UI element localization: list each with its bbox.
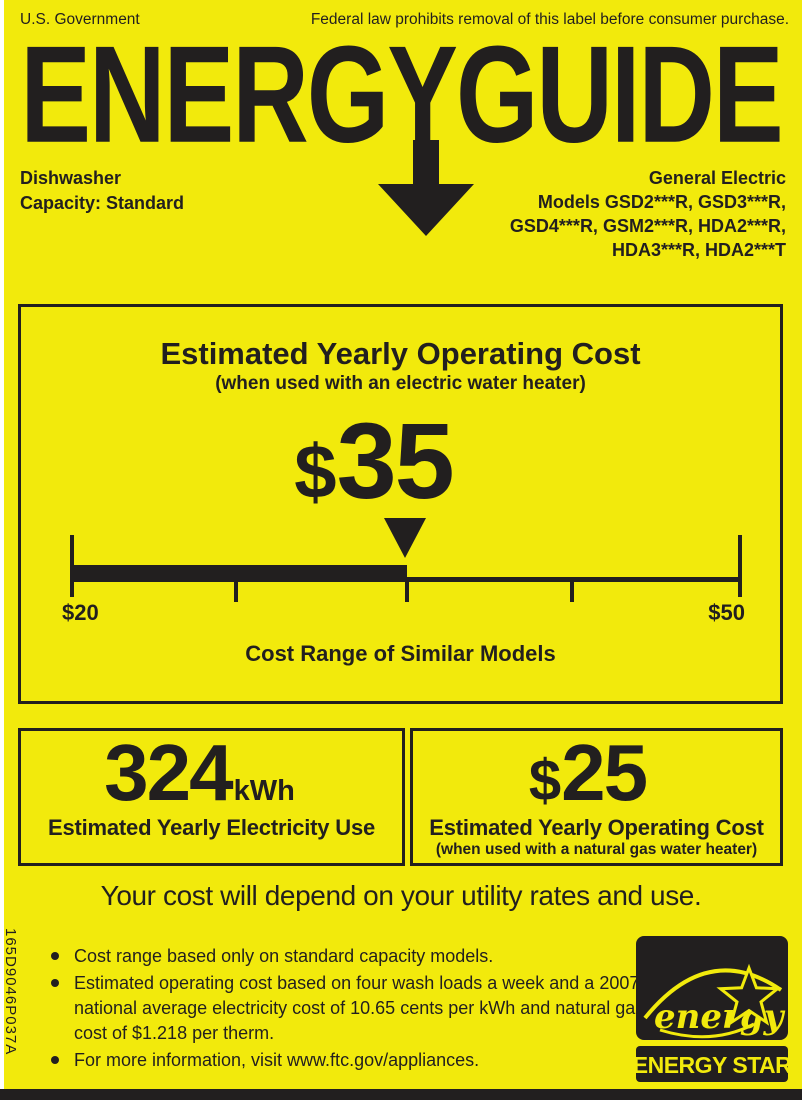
bottom-rule [0,1089,802,1100]
gas-cost-amount: 25 [561,728,648,817]
scale-tick [570,580,574,602]
electricity-value: 324 kWh [9,733,390,813]
federal-law-notice: Federal law prohibits removal of this la… [310,11,789,28]
left-paper-margin [0,0,4,1100]
gas-cost-value: $25 [404,733,771,813]
energy-star-logo: energy ENERGY STAR [636,936,788,1082]
footnote-item: Estimated operating cost based on four w… [48,971,662,1046]
scale-endcap-right [738,535,742,597]
scale-min-label: $20 [62,600,99,625]
energy-star-arc [643,968,783,1020]
product-info: Dishwasher Capacity: Standard [20,166,184,216]
manufacturer-name: General Electric [648,168,786,188]
gas-cost-label: Estimated Yearly Operating Cost [429,815,764,840]
footnote-line: national average electricity cost of 10.… [74,998,645,1018]
scale-solid-bar [70,565,407,582]
energy-star-swoosh [659,1022,755,1039]
product-type: Dishwasher [20,168,122,188]
down-arrow-icon [378,140,474,236]
gas-heater-sublabel: (when used with a natural gas water heat… [435,841,758,858]
yearly-cost-value: $35 [0,407,753,515]
model-line: Models GSD2***R, GSD3***R, [537,192,786,212]
utility-rates-notice: Your cost will depend on your utility ra… [100,880,702,911]
electricity-use-box: 324 kWh Estimated Yearly Electricity Use [18,728,405,866]
scale-tick [405,580,409,602]
kwh-unit: kWh [233,775,295,807]
model-line: HDA3***R, HDA2***T [611,240,786,260]
scale-max-label: $50 [708,600,745,625]
footnote-line: Estimated operating cost based on four w… [74,973,640,993]
footnote-item: For more information, visit www.ftc.gov/… [48,1048,662,1073]
currency-sign: $ [294,430,337,515]
cost-marker-icon [384,518,426,558]
operating-cost-box: Estimated Yearly Operating Cost (when us… [18,304,783,704]
product-capacity: Capacity: Standard [20,193,185,213]
footnote-line: For more information, visit www.ftc.gov/… [74,1050,480,1070]
part-number: 165D9046P037A [2,928,19,1056]
cost-amount: 35 [336,400,455,521]
model-line: GSD4***R, GSM2***R, HDA2***R, [509,216,786,236]
manufacturer-info: General Electric Models GSD2***R, GSD3**… [510,166,786,262]
kwh-amount: 324 [104,728,233,817]
electricity-use-label: Estimated Yearly Electricity Use [47,815,376,840]
electric-heater-subtitle: (when used with an electric water heater… [215,373,586,394]
star-icon [716,963,782,1026]
footnote-line: Cost range based only on standard capaci… [74,946,494,966]
scale-tick [234,580,238,602]
operating-cost-title: Estimated Yearly Operating Cost [160,336,641,371]
footnotes-list: Cost range based only on standard capaci… [48,944,662,1075]
energy-star-label: ENERGY STAR [636,1052,788,1078]
government-text: U.S. Government [20,11,140,28]
energyguide-wordmark: ENERGYGUIDE [20,18,783,172]
scale-axis-line [407,577,742,582]
currency-sign: $ [528,748,562,813]
footnote-line: cost of $1.218 per therm. [74,1023,275,1043]
scale-caption: Cost Range of Similar Models [245,641,556,666]
gas-operating-cost-box: $25 Estimated Yearly Operating Cost (whe… [410,728,783,866]
footnote-item: Cost range based only on standard capaci… [48,944,662,969]
